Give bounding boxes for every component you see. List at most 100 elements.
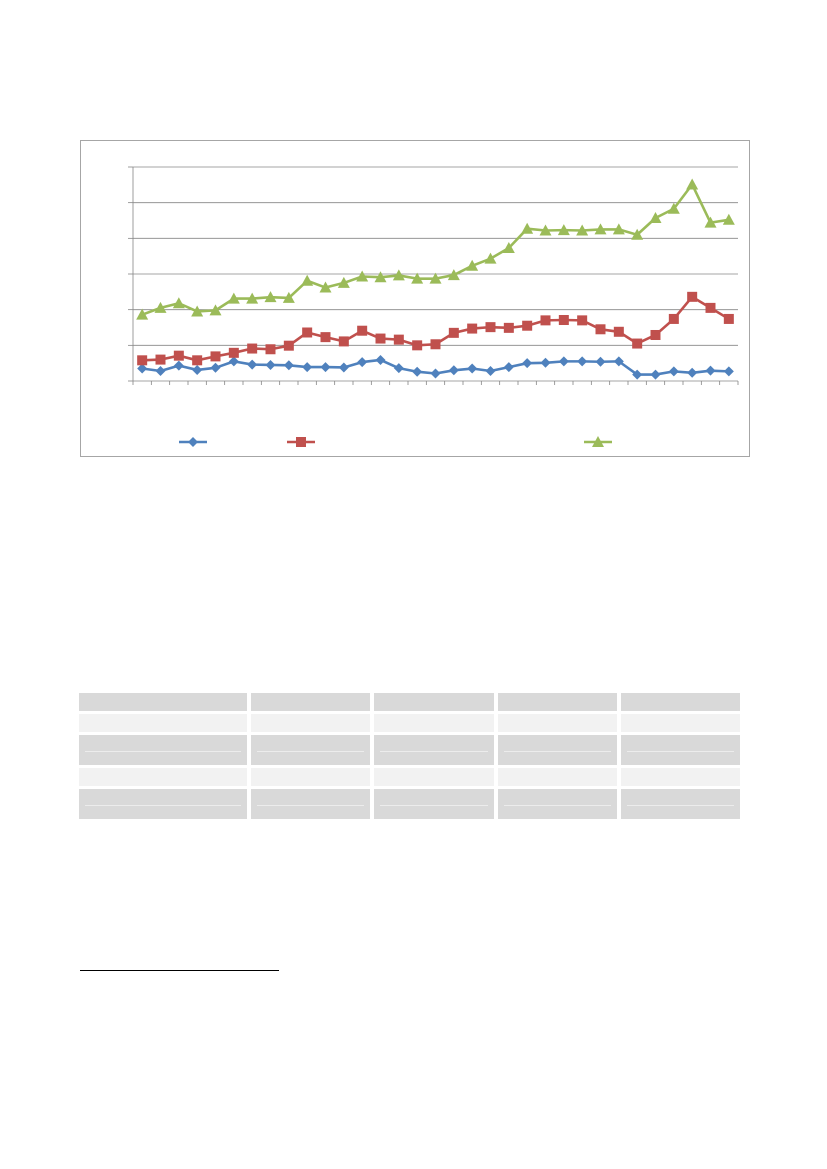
table-cell xyxy=(374,693,494,711)
data-point-diamond xyxy=(595,356,606,367)
table-cell xyxy=(251,789,371,819)
data-point-diamond xyxy=(265,359,276,370)
data-point-triangle xyxy=(722,213,735,225)
data-point-triangle xyxy=(631,228,644,240)
data-point-diamond xyxy=(228,356,239,367)
data-point-triangle xyxy=(282,291,295,303)
table-cell xyxy=(251,714,371,732)
data-point-square xyxy=(338,336,349,347)
data-table xyxy=(75,690,744,822)
data-point-diamond xyxy=(650,369,661,380)
data-point-square xyxy=(357,325,368,336)
data-point-square xyxy=(228,347,239,358)
data-point-diamond xyxy=(540,357,551,368)
data-point-square xyxy=(430,339,441,350)
data-point-diamond xyxy=(173,360,184,371)
data-point-triangle xyxy=(227,292,240,304)
table-cell xyxy=(79,768,247,786)
table-row xyxy=(79,789,740,819)
data-point-diamond xyxy=(412,366,423,377)
data-point-triangle xyxy=(576,224,589,236)
table-cell xyxy=(497,693,617,711)
table-cell xyxy=(79,714,247,732)
table-cell xyxy=(79,693,247,711)
data-point-triangle xyxy=(649,212,662,224)
data-point-triangle xyxy=(502,241,515,253)
data-point-square xyxy=(302,327,313,338)
data-point-square xyxy=(632,338,643,349)
data-point-triangle xyxy=(484,252,497,264)
legend-marker-square xyxy=(296,437,306,447)
data-point-triangle xyxy=(301,274,314,286)
data-point-diamond xyxy=(467,363,478,374)
table-cell xyxy=(251,768,371,786)
data-point-square xyxy=(192,355,203,366)
data-point-square xyxy=(412,340,423,351)
data-point-square xyxy=(283,340,294,351)
data-point-diamond xyxy=(247,359,258,370)
data-point-square xyxy=(448,327,459,338)
table-cell xyxy=(497,735,617,765)
data-point-diamond xyxy=(522,358,533,369)
data-point-triangle xyxy=(191,305,204,317)
data-point-diamond xyxy=(302,362,313,373)
data-point-square xyxy=(540,315,551,326)
data-point-square xyxy=(650,329,661,340)
data-point-diamond xyxy=(137,363,148,374)
data-point-triangle xyxy=(594,223,607,235)
data-point-diamond xyxy=(668,366,679,377)
table-cell xyxy=(497,789,617,819)
chart-frame xyxy=(80,140,750,457)
data-point-diamond xyxy=(338,362,349,373)
data-point-triangle xyxy=(704,216,717,228)
data-point-square xyxy=(210,351,221,362)
table-cell xyxy=(497,768,617,786)
data-point-square xyxy=(668,313,679,324)
data-point-triangle xyxy=(136,308,149,320)
table-body xyxy=(79,693,740,819)
table-cell xyxy=(79,735,247,765)
data-point-square xyxy=(467,323,478,334)
table-cell xyxy=(374,789,494,819)
data-point-triangle xyxy=(154,301,167,313)
data-point-diamond xyxy=(283,360,294,371)
data-point-diamond xyxy=(430,368,441,379)
data-point-square xyxy=(613,326,624,337)
data-point-square xyxy=(705,302,716,313)
data-point-diamond xyxy=(632,369,643,380)
table-row xyxy=(79,735,740,765)
data-point-diamond xyxy=(192,364,203,375)
table-row xyxy=(79,693,740,711)
data-point-triangle xyxy=(686,178,699,190)
table-cell xyxy=(497,714,617,732)
table-row xyxy=(79,768,740,786)
table-cell xyxy=(620,714,740,732)
data-point-diamond xyxy=(705,365,716,376)
table-cell xyxy=(374,768,494,786)
data-point-triangle xyxy=(374,271,387,283)
data-point-square xyxy=(723,313,734,324)
table-cell xyxy=(620,789,740,819)
table-cell xyxy=(79,789,247,819)
data-point-square xyxy=(558,315,569,326)
data-point-diamond xyxy=(375,354,386,365)
data-point-diamond xyxy=(577,356,588,367)
data-point-square xyxy=(265,344,276,355)
line-chart xyxy=(128,166,739,447)
table-cell xyxy=(374,735,494,765)
data-point-square xyxy=(393,334,404,345)
data-point-triangle xyxy=(539,224,552,236)
data-point-diamond xyxy=(558,356,569,367)
table-cell xyxy=(374,714,494,732)
data-point-triangle xyxy=(319,281,332,293)
data-point-triangle xyxy=(392,269,405,281)
data-point-triangle xyxy=(264,291,277,303)
data-point-square xyxy=(375,333,386,344)
data-point-triangle xyxy=(246,292,259,304)
data-point-square xyxy=(247,343,258,354)
data-point-square xyxy=(503,322,514,333)
data-point-triangle xyxy=(411,272,424,284)
table-cell xyxy=(251,693,371,711)
data-point-diamond xyxy=(503,362,514,373)
data-point-triangle xyxy=(337,276,350,288)
